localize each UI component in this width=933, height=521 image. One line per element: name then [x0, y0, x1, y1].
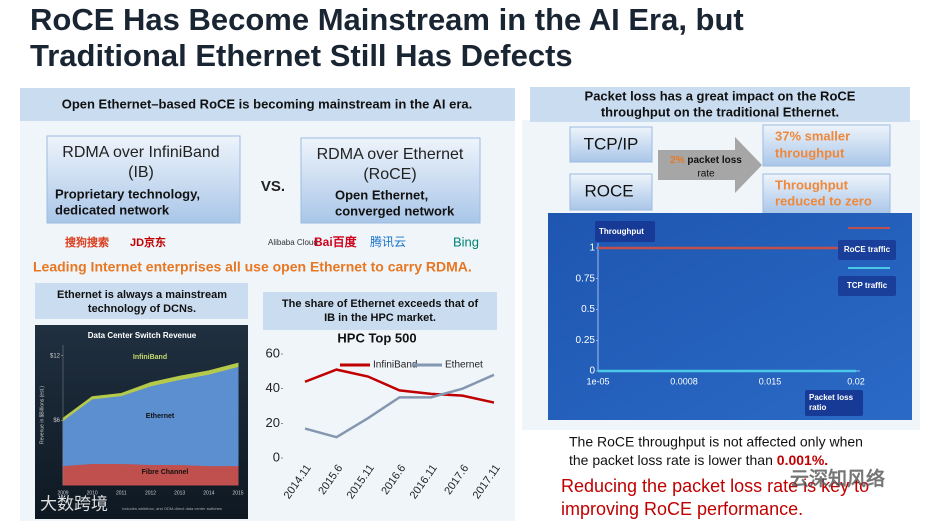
- x-tick-label: 0.02: [847, 376, 865, 386]
- logo: Bai百度: [314, 234, 358, 249]
- note: The RoCE throughput is not affected only…: [569, 434, 863, 450]
- box-title: (RoCE): [363, 166, 416, 183]
- y-tick-label: 0.25: [576, 335, 596, 346]
- y-tick-label: 60: [266, 345, 280, 360]
- box-title: RDMA over Ethernet: [317, 146, 464, 163]
- header-box: [530, 87, 910, 122]
- x-tick-label: 2015: [232, 490, 243, 496]
- legend-label: TCP traffic: [847, 281, 888, 290]
- x-tick-label: 0.015: [759, 376, 782, 386]
- line: [304, 373, 495, 439]
- ib-box: [46, 135, 241, 224]
- area: [62, 362, 239, 422]
- vs: VS.: [261, 178, 285, 195]
- box-title: (IB): [128, 164, 154, 181]
- y-tick-label: 40: [266, 380, 280, 395]
- watermark: 云深知风络: [790, 467, 885, 490]
- logo: JD京东: [130, 235, 166, 249]
- x-tick-label: 2010: [87, 490, 98, 496]
- roce-box: [300, 137, 481, 224]
- y-tick-label: $12: [50, 353, 61, 359]
- result-text: 37% smaller: [775, 128, 850, 143]
- logo: Alibaba Cloud: [268, 238, 318, 247]
- axis-label-box: [805, 390, 863, 416]
- x-tick-label: 2014: [203, 490, 214, 496]
- x-tick-label: 2013: [174, 490, 185, 496]
- note: the packet loss rate is lower than 0.001…: [569, 452, 828, 468]
- y-tick-label: 0: [273, 449, 280, 464]
- y-tick-label: 0.75: [576, 273, 596, 284]
- chart-title: HPC Top 500: [337, 330, 416, 345]
- header: The share of Ethernet exceeds that of: [282, 298, 479, 310]
- legend-label: InfiniBand: [373, 360, 417, 371]
- conclusion: Reducing the packet loss rate is key to: [561, 476, 869, 496]
- y-axis-label: Throughput: [599, 227, 644, 236]
- x-tick-label: 1e-05: [586, 376, 609, 386]
- chart-title: Data Center Switch Revenue: [88, 331, 197, 340]
- y-tick-label: 1: [589, 243, 595, 254]
- header: technology of DCNs.: [88, 303, 196, 315]
- x-tick-label: 2011: [116, 490, 127, 496]
- logo: 搜狗搜索: [65, 235, 109, 249]
- highlight-text: Leading Internet enterprises all use ope…: [33, 259, 472, 275]
- box-text: Open Ethernet,: [335, 187, 428, 202]
- arrow-highlight: 2%: [670, 155, 685, 166]
- area-label: Ethernet: [146, 413, 175, 420]
- legend-label: RoCE traffic: [844, 245, 891, 254]
- box-text: Proprietary technology,: [55, 186, 200, 201]
- arrow-label: rate: [697, 169, 715, 180]
- title-line: Traditional Ethernet Still Has Defects: [30, 38, 573, 73]
- title-line: RoCE Has Become Mainstream in the AI Era…: [30, 2, 744, 37]
- x-axis-label: Packet loss ratio: [809, 393, 854, 412]
- y-tick-label: $6: [53, 418, 60, 424]
- legend-label: Ethernet: [445, 360, 483, 371]
- protocol-box: [569, 173, 653, 211]
- header: Packet loss has a great impact on the Ro…: [585, 88, 856, 103]
- box-text: dedicated network: [55, 202, 170, 217]
- line: [304, 368, 495, 404]
- header-box: [263, 292, 497, 330]
- header: throughput on the traditional Ethernet.: [601, 104, 839, 119]
- y-tick-label: 0: [589, 366, 595, 377]
- note-highlight: 0.001%.: [777, 452, 828, 468]
- logo: Bing: [453, 234, 479, 249]
- conclusion: improving RoCE performance.: [561, 499, 803, 519]
- footnote: Includes whitebox, and ODM-direct data c…: [122, 506, 222, 511]
- result-text: Throughput: [775, 177, 849, 192]
- header: Open Ethernet–based RoCE is becoming mai…: [62, 96, 473, 111]
- result-text: reduced to zero: [775, 193, 872, 208]
- header: Ethernet is always a mainstream: [57, 289, 227, 301]
- area-label: InfiniBand: [133, 354, 167, 361]
- axis-label-box: [595, 221, 655, 242]
- x-tick-label: 0.0008: [670, 376, 698, 386]
- area-label: Fibre Channel: [142, 469, 189, 476]
- legend-box: [838, 276, 896, 296]
- result-box: [762, 124, 891, 167]
- arrow-label: 2% packet loss: [670, 155, 742, 166]
- header: IB in the HPC market.: [324, 312, 436, 324]
- y-tick-label: 20: [266, 415, 280, 430]
- protocol-label: ROCE: [584, 181, 633, 200]
- header-box: [20, 88, 515, 121]
- header-box: [35, 283, 248, 319]
- x-tick-label: 2012: [145, 490, 156, 496]
- box-text: converged network: [335, 203, 455, 218]
- x-tick-label: 2009: [57, 490, 68, 496]
- protocol-box: [569, 126, 653, 163]
- watermark: 大数跨境: [40, 494, 108, 513]
- legend-box: [838, 240, 896, 260]
- result-text: throughput: [775, 145, 845, 160]
- result-box: [762, 173, 891, 215]
- logo: 腾讯云: [370, 234, 406, 249]
- y-axis-label: Revenue in $Billions (est.): [39, 386, 45, 444]
- y-tick-label: 0.5: [581, 304, 595, 315]
- arrow-text: packet loss: [687, 155, 742, 166]
- arrow: [658, 137, 762, 193]
- note-text: the packet loss rate is lower than: [569, 452, 773, 468]
- protocol-label: TCP/IP: [584, 134, 639, 153]
- box-title: RDMA over InfiniBand: [62, 144, 219, 161]
